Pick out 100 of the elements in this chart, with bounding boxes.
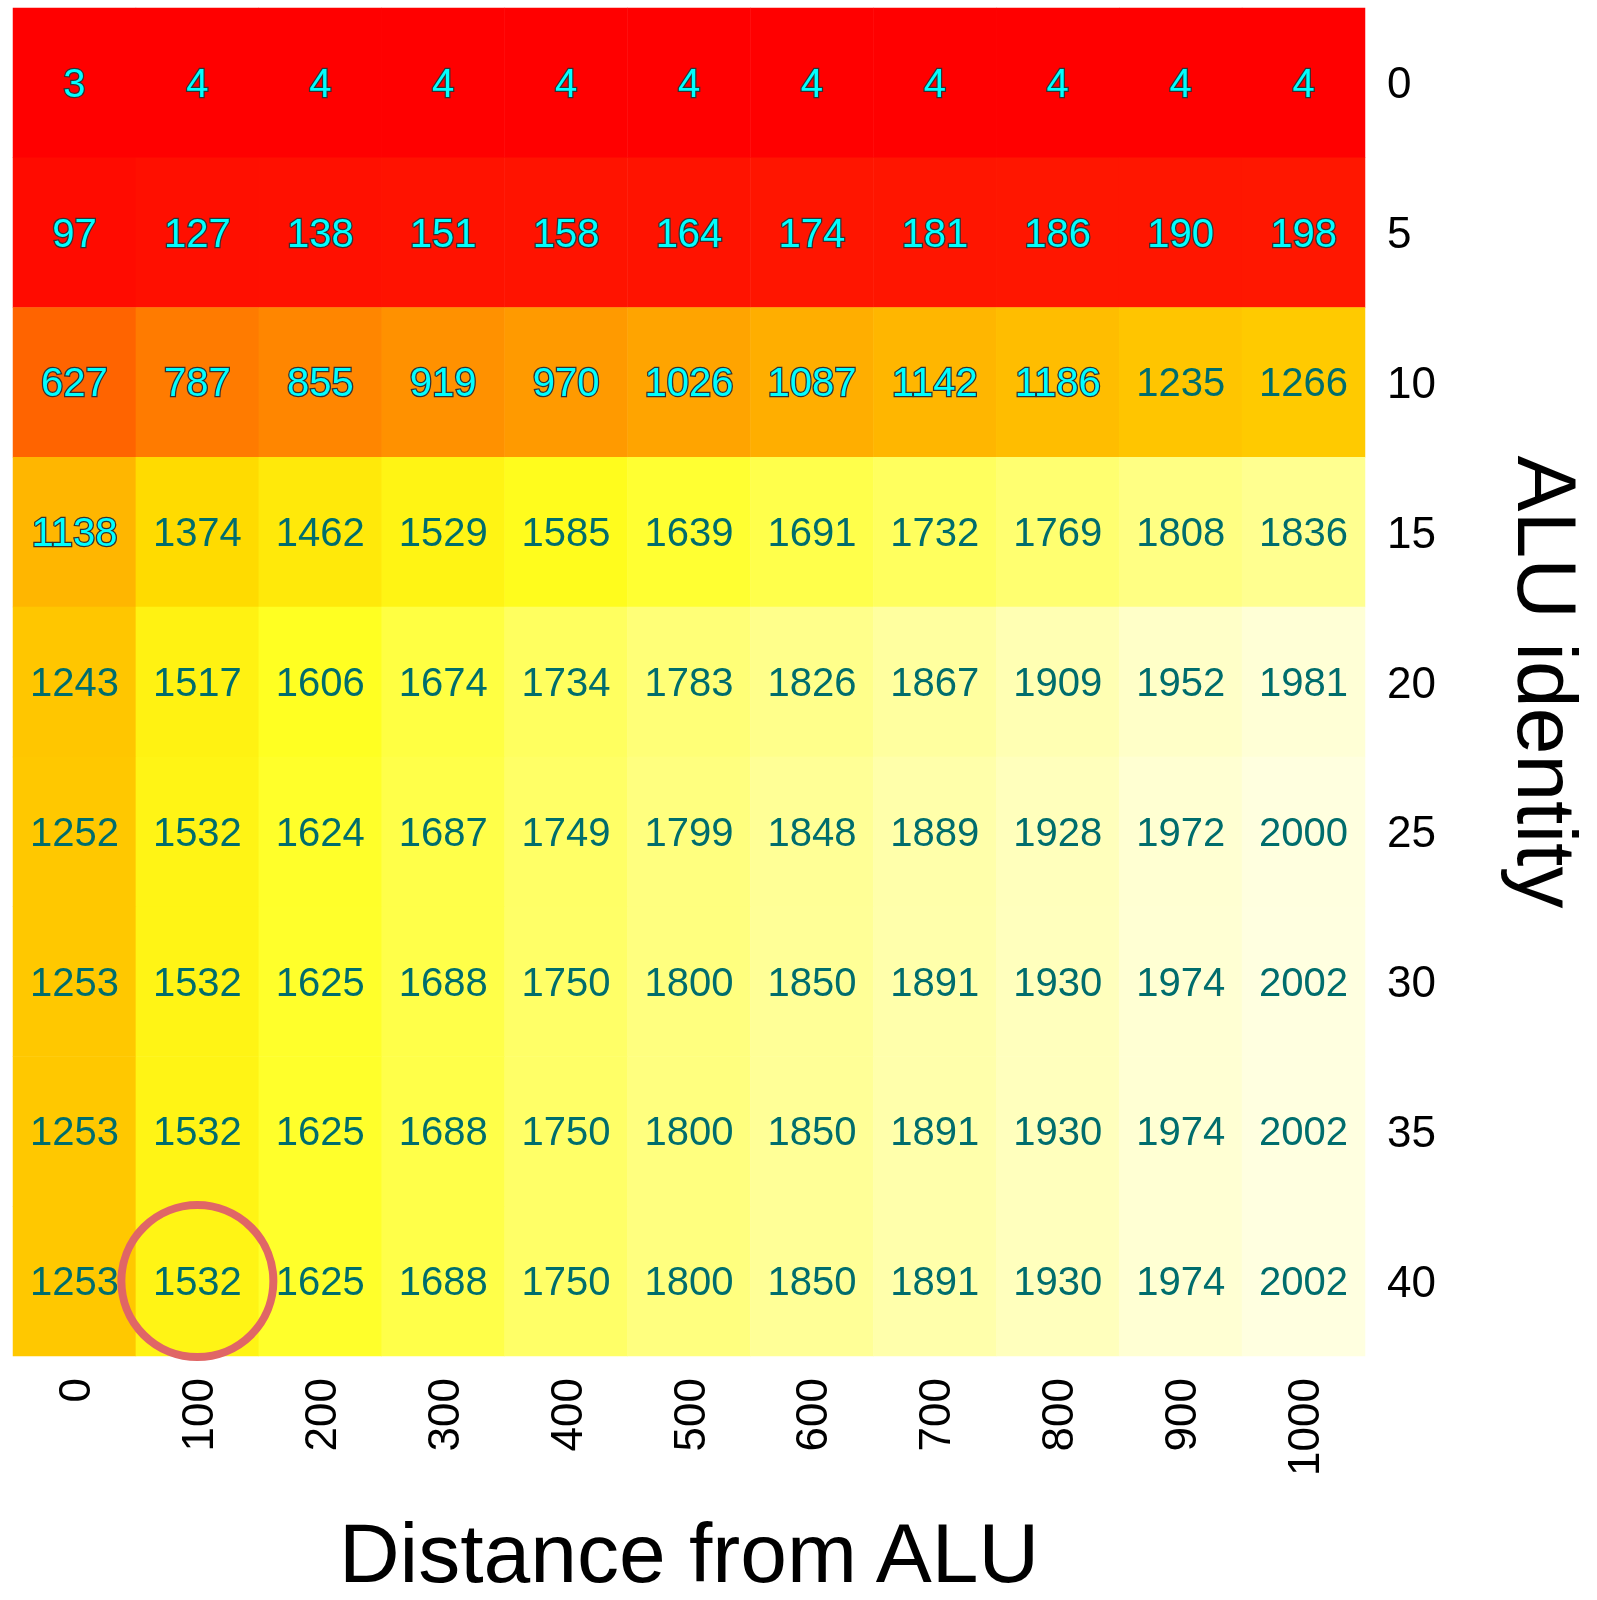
data-label: 4: [677, 60, 701, 105]
x-tick-label: 300: [418, 1378, 468, 1452]
data-label: 1532: [152, 1259, 242, 1304]
data-label: 1836: [1259, 510, 1349, 555]
data-label: 787: [163, 360, 231, 405]
data-label: 2002: [1259, 1109, 1349, 1154]
data-label: 181: [901, 210, 969, 255]
data-label: 1889: [890, 809, 980, 854]
data-label: 4: [554, 60, 578, 105]
x-tick-label: 700: [910, 1378, 960, 1452]
data-label: 4: [186, 60, 209, 105]
data-label: 1688: [398, 959, 488, 1004]
y-tick-label: 35: [1387, 1106, 1436, 1156]
data-label: 1266: [1259, 360, 1349, 405]
data-label: 158: [532, 210, 600, 255]
data-label: 174: [778, 210, 846, 255]
x-tick-label: 600: [787, 1378, 837, 1452]
data-label: 1850: [767, 1259, 857, 1304]
data-label: 1974: [1136, 959, 1226, 1004]
data-label: 151: [409, 210, 477, 255]
data-label: 855: [286, 360, 354, 405]
data-label: 1749: [521, 809, 611, 854]
data-label: 1891: [890, 959, 980, 1004]
x-tick-label: 200: [295, 1378, 345, 1452]
data-label: 1688: [398, 1109, 488, 1154]
data-label: 4: [923, 60, 946, 105]
data-label: 97: [52, 210, 97, 255]
data-label: 1687: [398, 809, 488, 854]
data-label: 1972: [1136, 809, 1226, 854]
data-label: 4: [800, 60, 824, 105]
data-label: 1087: [767, 360, 857, 405]
data-label: 198: [1270, 210, 1337, 255]
data-label: 1769: [1013, 510, 1103, 555]
data-label: 1750: [521, 1259, 611, 1304]
data-label: 2002: [1259, 1259, 1349, 1304]
data-label: 1243: [29, 660, 119, 704]
data-label: 1691: [767, 510, 857, 555]
data-label: 1142: [891, 360, 978, 405]
x-tick-label: 100: [172, 1378, 222, 1452]
data-label: 1826: [767, 660, 857, 704]
data-label: 1235: [1136, 360, 1226, 405]
data-label: 1625: [275, 1109, 365, 1154]
x-tick-label: 500: [664, 1378, 714, 1452]
x-tick-label: 1000: [1279, 1378, 1329, 1476]
data-label: 190: [1147, 210, 1215, 255]
data-label: 1529: [398, 510, 488, 555]
data-label: 4: [1169, 60, 1192, 105]
data-label: 1928: [1013, 809, 1103, 854]
data-label: 1930: [1013, 1259, 1103, 1304]
data-label: 627: [41, 360, 108, 405]
y-tick-label: 0: [1387, 58, 1412, 108]
data-label: 1585: [521, 510, 611, 555]
data-label: 1799: [644, 809, 734, 854]
data-label: 1974: [1136, 1259, 1226, 1304]
data-label: 970: [532, 360, 600, 405]
data-label: 1909: [1013, 660, 1103, 704]
data-label: 1253: [29, 1259, 119, 1304]
data-label: 1186: [1014, 360, 1101, 405]
data-label: 1848: [767, 809, 857, 854]
data-label: 1532: [152, 959, 242, 1004]
data-label: 1252: [29, 809, 119, 854]
data-label: 1974: [1136, 1109, 1226, 1154]
x-tick-label: 400: [541, 1378, 591, 1452]
data-label: 1930: [1013, 959, 1103, 1004]
data-label: 2002: [1259, 959, 1349, 1004]
data-label: 2000: [1259, 809, 1349, 854]
data-label: 1930: [1013, 1109, 1103, 1154]
data-label: 1732: [890, 510, 980, 555]
data-label: 1532: [152, 1109, 242, 1154]
data-label: 1783: [644, 660, 734, 704]
data-label: 1867: [890, 660, 980, 704]
y-tick-label: 10: [1387, 357, 1436, 407]
data-label: 1138: [31, 510, 118, 555]
data-label: 1750: [521, 1109, 611, 1154]
data-label: 1026: [644, 360, 734, 405]
data-label: 1981: [1259, 660, 1349, 704]
data-label: 1462: [275, 510, 365, 555]
data-label: 1800: [644, 959, 734, 1004]
data-label: 1808: [1136, 510, 1226, 555]
data-label: 1625: [275, 959, 365, 1004]
x-tick-label: 800: [1033, 1378, 1083, 1452]
data-label: 1750: [521, 959, 611, 1004]
data-label: 164: [655, 210, 723, 255]
data-label: 1674: [398, 660, 488, 704]
y-tick-label: 15: [1387, 507, 1436, 557]
x-tick-label: 0: [49, 1378, 99, 1403]
data-label: 4: [309, 60, 332, 105]
data-label: 1891: [890, 1259, 980, 1304]
data-label: 3: [63, 60, 86, 105]
data-label: 127: [163, 210, 231, 255]
data-label: 4: [432, 60, 455, 105]
data-label: 1952: [1136, 660, 1226, 704]
data-label: 4: [1292, 60, 1315, 105]
data-label: 1625: [275, 1259, 365, 1304]
data-label: 1800: [644, 1259, 734, 1304]
data-label: 1850: [767, 1109, 857, 1154]
data-label: 1253: [29, 1109, 119, 1154]
data-label: 1253: [29, 959, 119, 1004]
data-label: 1891: [890, 1109, 980, 1154]
data-label: 1532: [152, 809, 242, 854]
